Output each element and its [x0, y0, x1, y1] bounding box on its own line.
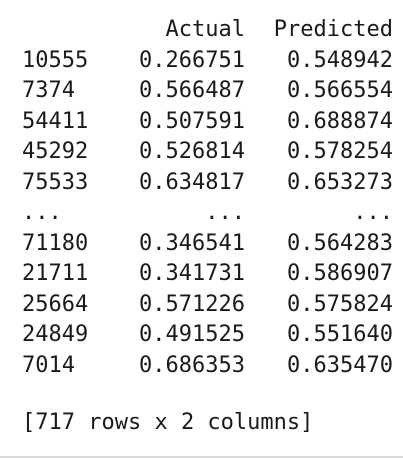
actual-value: 0.341731: [139, 261, 245, 286]
table-row: 45292 0.526814 0.578254: [22, 137, 393, 168]
predicted-value: 0.551640: [287, 322, 393, 347]
row-index: 10555: [22, 47, 89, 73]
predicted-value: 0.635470: [287, 352, 393, 378]
predicted-value: 0.548942: [287, 47, 393, 73]
header-row: Actual Predicted: [22, 15, 393, 46]
actual-value: 0.686353: [139, 352, 245, 378]
actual-value: 0.507591: [139, 108, 245, 134]
actual-value: 0.526814: [139, 139, 245, 164]
actual-value: 0.571226: [139, 291, 245, 317]
actual-value: 0.634817: [139, 169, 245, 195]
actual-value: ...: [205, 200, 245, 225]
predicted-value: 0.653273: [287, 169, 393, 195]
actual-value: 0.491525: [139, 322, 245, 347]
table-row: 54411 0.507591 0.688874: [22, 107, 393, 138]
column-header-predicted: Predicted: [273, 17, 393, 42]
predicted-value: 0.564283: [287, 230, 393, 256]
table-row: 7014 0.686353 0.635470: [22, 351, 393, 382]
row-index: 71180: [22, 230, 89, 256]
dataframe-table: Actual Predicted 10555 0.266751 0.548942…: [22, 15, 393, 381]
row-index: 54411: [22, 108, 89, 134]
row-index: 25664: [22, 291, 89, 317]
predicted-value: 0.566554: [287, 78, 393, 103]
row-index: 21711: [22, 261, 89, 286]
table-row: 71180 0.346541 0.564283: [22, 229, 393, 260]
row-index: ...: [22, 200, 62, 225]
predicted-value: ...: [353, 200, 393, 225]
actual-value: 0.566487: [139, 78, 245, 103]
predicted-value: 0.586907: [287, 261, 393, 286]
column-header-actual: Actual: [165, 17, 245, 42]
predicted-value: 0.578254: [287, 139, 393, 164]
actual-value: 0.266751: [139, 47, 245, 73]
table-row: 21711 0.341731 0.586907: [22, 259, 393, 290]
row-index: 7374: [22, 78, 75, 103]
predicted-value: 0.688874: [287, 108, 393, 134]
dataframe-shape: [717 rows x 2 columns]: [22, 410, 314, 435]
predicted-value: 0.575824: [287, 291, 393, 317]
index-header: [22, 15, 115, 46]
table-row: 25664 0.571226 0.575824: [22, 290, 393, 321]
ellipsis-row: ... ... ...: [22, 198, 393, 229]
table-row: 10555 0.266751 0.548942: [22, 46, 393, 77]
row-index: 45292: [22, 139, 89, 164]
actual-value: 0.346541: [139, 230, 245, 256]
row-index: 7014: [22, 352, 75, 378]
row-index: 24849: [22, 322, 89, 347]
table-row: 75533 0.634817 0.653273: [22, 168, 393, 199]
row-index: 75533: [22, 169, 89, 195]
table-row: 24849 0.491525 0.551640: [22, 320, 393, 351]
table-row: 7374 0.566487 0.566554: [22, 76, 393, 107]
